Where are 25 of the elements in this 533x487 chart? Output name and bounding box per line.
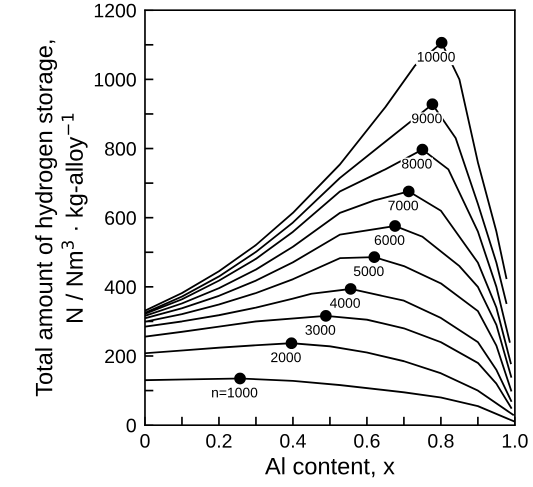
y-axis-title: Total amount of hydrogen storage, N / Nm$^{3}$ · kg-alloy$^{−1}$ — [35, 40, 88, 396]
y-tick-label: 200 — [105, 349, 136, 364]
annotation: 2000 — [271, 352, 301, 362]
x-tick-label: 0 — [140, 434, 150, 448]
y-tick-label: 1200 — [94, 4, 136, 18]
x-axis-title: Al content, x — [265, 457, 395, 478]
y-tick-label: 600 — [105, 211, 136, 225]
y-tick-label: 1000 — [94, 72, 136, 87]
annotation: 9000 — [412, 113, 442, 124]
annotation: 7000 — [388, 200, 418, 210]
x-tick-label: 0.4 — [280, 434, 306, 448]
x-tick-label: 0.8 — [428, 434, 454, 448]
annotation: n=1000 — [212, 388, 258, 398]
annotation: 10000 — [418, 52, 455, 62]
y-tick-label: 0 — [126, 418, 136, 432]
y-tick-label: 800 — [105, 142, 136, 156]
x-tick-label: 1.0 — [502, 434, 528, 448]
annotation: 6000 — [374, 235, 404, 245]
y-tick-label: 400 — [104, 280, 136, 294]
annotation: 4000 — [330, 298, 360, 308]
annotation: 5000 — [354, 266, 384, 276]
annotation: 8000 — [402, 158, 432, 169]
x-tick-label: 0.2 — [206, 434, 232, 448]
annotation: 3000 — [305, 325, 336, 335]
x-tick-label: 0.6 — [354, 434, 380, 448]
